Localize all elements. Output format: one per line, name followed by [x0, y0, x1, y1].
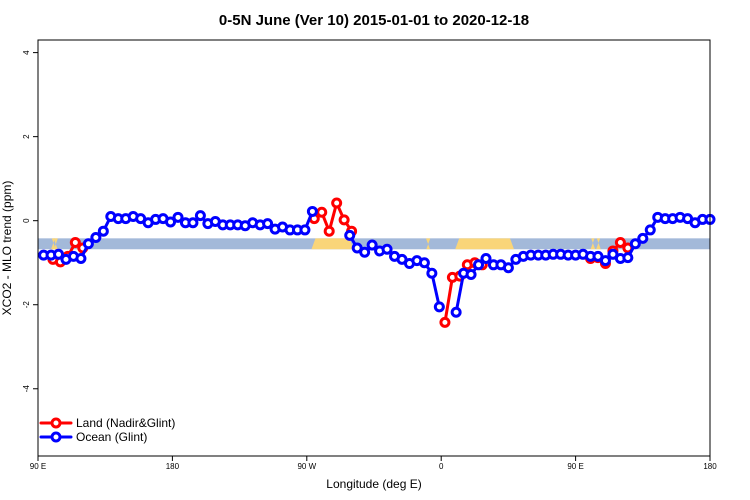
series-1-point-0-17 [165, 216, 177, 228]
series-1-point-2-26 [644, 224, 656, 236]
y-tick-label-1: -2 [22, 301, 31, 309]
x-tick-label-2: 90 W [297, 462, 316, 471]
series-1-point-2-4 [480, 253, 492, 265]
y-axis: -4 -2 0 2 4 [22, 50, 38, 392]
legend-entry-ocean: Ocean (Glint) [39, 430, 147, 444]
land-band-1 [53, 238, 58, 250]
series-1-point-2-20 [599, 255, 611, 267]
series-1-point-2-23 [622, 252, 634, 264]
x-axis-label: Longitude (deg E) [326, 477, 421, 491]
series-1-point-0-5 [75, 253, 87, 265]
series-1-point-1-10 [418, 257, 430, 269]
series-1-point-1-5 [381, 243, 393, 255]
series-1-point-1-3 [366, 239, 378, 251]
series-1-point-0-18 [172, 211, 184, 223]
y-tick-label-2: 0 [22, 218, 31, 223]
plot-frame [37, 39, 711, 457]
land-band-0 [51, 238, 56, 250]
series-0-point-2-0 [439, 316, 451, 328]
land-band-5 [590, 238, 596, 250]
y-tick-label-3: 2 [22, 134, 31, 139]
land-band-2 [311, 238, 354, 250]
series-1 [38, 205, 716, 318]
series-1-point-0-20 [187, 217, 199, 229]
x-tick-label-5: 180 [703, 462, 717, 471]
series-1-point-1-12 [433, 301, 445, 313]
legend-marker-land [50, 417, 62, 429]
series-1-point-1-2 [359, 246, 371, 258]
series-1-point-0-36 [306, 205, 318, 217]
series-1-point-2-24 [629, 238, 641, 250]
series-0-point-3-4 [614, 237, 626, 249]
x-tick-label-1: 180 [166, 462, 180, 471]
series-layer [38, 197, 716, 328]
land-band-4 [455, 238, 514, 250]
series-1-point-2-3 [473, 259, 485, 271]
legend-entry-land: Land (Nadir&Glint) [39, 416, 175, 430]
series-1-point-0-2 [53, 248, 65, 260]
legend-marker-ocean [50, 431, 62, 443]
series-0-point-0-3 [69, 237, 81, 249]
legend-label-land: Land (Nadir&Glint) [76, 416, 175, 430]
series-1-point-2-25 [637, 232, 649, 244]
series-1-point-0-7 [90, 231, 102, 243]
series-1-point-1-0 [344, 229, 356, 241]
legend: Land (Nadir&Glint) Ocean (Glint) [39, 416, 175, 444]
series-1-point-0-6 [82, 238, 94, 250]
series-1-point-2-7 [502, 262, 514, 274]
series-0-point-1-3 [331, 197, 343, 209]
series-1-point-0-30 [262, 218, 274, 230]
legend-label-ocean: Ocean (Glint) [76, 430, 147, 444]
series-1-point-2-2 [465, 268, 477, 280]
chart-title: 0-5N June (Ver 10) 2015-01-01 to 2020-12… [219, 12, 529, 29]
series-1-point-0-35 [299, 224, 311, 236]
series-0-point-1-4 [338, 214, 350, 226]
series-1-point-2-0 [450, 306, 462, 318]
series-0-point-1-1 [316, 206, 328, 218]
x-tick-label-4: 90 E [567, 462, 583, 471]
y-tick-label-0: -4 [22, 385, 31, 393]
y-tick-label-4: 4 [22, 50, 31, 55]
x-tick-label-3: 0 [439, 462, 444, 471]
land-band-3 [426, 238, 431, 250]
series-1-point-0-21 [194, 210, 206, 222]
land-band-6 [596, 238, 601, 250]
series-1-point-0-8 [97, 225, 109, 237]
series-1-point-1-11 [426, 267, 438, 279]
x-tick-label-0: 90 E [30, 462, 46, 471]
x-axis: 90 E 180 90 W 0 90 E 180 [30, 456, 717, 471]
y-axis-label: XCO2 - MLO trend (ppm) [0, 181, 14, 316]
series-0-point-1-2 [323, 225, 335, 237]
